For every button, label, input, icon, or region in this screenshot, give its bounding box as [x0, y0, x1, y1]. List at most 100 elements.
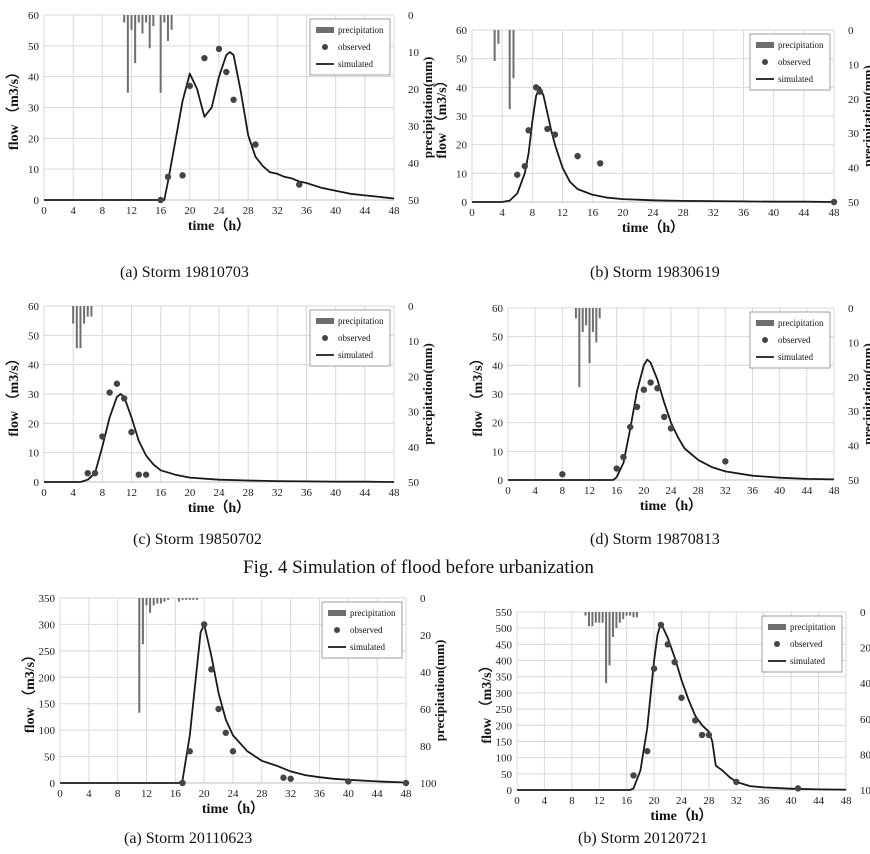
legend-observed-marker: [334, 627, 340, 633]
y-tick-label: 150: [39, 699, 56, 711]
panel-caption-a-20110623: (a) Storm 20110623: [124, 830, 253, 847]
precipitation-bar: [163, 598, 166, 602]
y-tick-label: 30: [492, 389, 504, 401]
observed-point: [692, 717, 699, 724]
y-axis-label: flow （m3/s）: [479, 658, 495, 743]
observed-point: [179, 779, 186, 787]
x-tick-label: 16: [587, 207, 599, 219]
simulated-line: [44, 51, 395, 201]
precipitation-bar: [493, 30, 496, 61]
y2-tick-label: 40: [848, 441, 860, 453]
x-tick-label: 12: [594, 795, 605, 807]
x-tick-label: 44: [798, 207, 810, 219]
observed-point: [633, 403, 641, 411]
y2-tick-label: 10: [408, 47, 420, 59]
y2-tick-label: 50: [848, 475, 860, 487]
y-tick-label: 0: [50, 778, 56, 790]
precipitation-bar: [635, 612, 638, 618]
precipitation-bar: [138, 598, 141, 713]
observed-point: [91, 470, 99, 477]
observed-point: [99, 433, 106, 440]
y2-tick-label: 0: [848, 303, 854, 315]
x-tick-label: 40: [786, 795, 798, 807]
observed-point: [135, 471, 142, 478]
y2-tick-label: 0: [860, 607, 866, 619]
observed-point: [644, 747, 651, 755]
y-tick-label: 60: [28, 10, 40, 22]
x-tick-label: 4: [86, 788, 92, 800]
y-tick-label: 50: [492, 332, 504, 344]
x-tick-label: 28: [256, 788, 268, 800]
precipitation-bar: [123, 15, 126, 23]
observed-point: [650, 665, 658, 672]
y-tick-label: 20: [456, 140, 468, 152]
precipitation-bar: [137, 15, 140, 23]
y-tick-label: 50: [28, 330, 40, 342]
simulated-line: [60, 623, 407, 784]
y-tick-label: 150: [496, 736, 513, 748]
y-tick-label: 200: [496, 720, 513, 732]
observed-point: [201, 54, 208, 62]
precipitation-bar: [159, 15, 162, 93]
x-tick-label: 12: [126, 487, 137, 499]
x-tick-label: 0: [469, 207, 475, 219]
y-tick-label: 50: [501, 769, 513, 781]
x-tick-label: 24: [648, 207, 660, 219]
legend-precipitation-label: precipitation: [338, 25, 384, 35]
y2-tick-label: 20: [860, 643, 870, 655]
x-tick-label: 16: [155, 205, 167, 217]
y2-tick-label: 30: [848, 406, 860, 418]
y-tick-label: 0: [34, 477, 40, 489]
y-tick-label: 400: [496, 656, 513, 668]
observed-point: [252, 141, 259, 148]
precipitation-bar: [130, 15, 133, 30]
y2-tick-label: 80: [420, 741, 432, 753]
y-tick-label: 300: [496, 688, 513, 700]
x-tick-label: 12: [141, 788, 152, 800]
y-tick-label: 200: [39, 672, 56, 684]
legend-precipitation-label: precipitation: [338, 316, 384, 326]
precipitation-bar: [588, 308, 591, 364]
x-tick-label: 40: [330, 205, 342, 217]
observed-point: [647, 379, 654, 386]
precipitation-bar: [615, 612, 618, 629]
y2-tick-label: 40: [860, 678, 870, 690]
precipitation-bar: [497, 30, 500, 44]
precipitation-bar: [195, 598, 198, 600]
x-tick-label: 4: [532, 485, 538, 497]
observed-point: [296, 181, 303, 188]
x-tick-label: 48: [389, 487, 401, 499]
observed-point: [551, 131, 559, 138]
y2-axis-label: precipitation(mm): [420, 343, 435, 445]
observed-point: [164, 173, 172, 181]
observed-point: [705, 731, 713, 739]
observed-point: [664, 641, 671, 648]
observed-point: [722, 458, 729, 465]
precipitation-bar: [188, 598, 191, 600]
observed-point: [142, 471, 150, 478]
observed-point: [661, 413, 668, 421]
precipitation-bar: [167, 598, 170, 600]
x-tick-label: 0: [41, 487, 47, 499]
legend-precipitation-swatch: [316, 27, 334, 33]
y2-tick-label: 40: [408, 158, 420, 170]
x-tick-label: 12: [557, 207, 568, 219]
y2-axis-label: precipitation(mm): [432, 640, 447, 742]
legend-observed-label: observed: [338, 333, 371, 343]
x-tick-label: 36: [747, 485, 759, 497]
x-tick-label: 24: [214, 487, 226, 499]
observed-point: [280, 774, 287, 781]
x-tick-label: 44: [359, 205, 371, 217]
precipitation-bar: [508, 30, 511, 110]
y2-tick-label: 40: [408, 442, 420, 454]
y-tick-label: 50: [44, 752, 56, 764]
y2-axis-label: precipitation(mm): [860, 343, 870, 445]
y-tick-label: 450: [496, 639, 513, 651]
y-axis-label: flow （m3/s）: [22, 648, 38, 733]
y2-tick-label: 100: [420, 778, 437, 790]
precipitation-bar: [181, 598, 184, 600]
chart-panel-d-19870813: 0 10 20 30 40 50 60 0 4 8 12 16 20 24 28 32 36 40 44 48 0 10 2…: [435, 296, 870, 526]
x-tick-label: 48: [829, 207, 841, 219]
